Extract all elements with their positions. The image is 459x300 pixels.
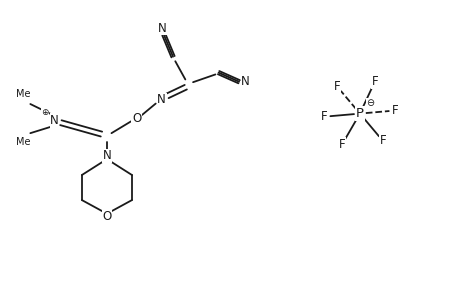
Text: ⊖: ⊖ [365,98,373,108]
Text: N: N [157,93,166,106]
Text: N: N [50,114,59,127]
Text: F: F [333,80,340,93]
Text: P: P [355,107,363,120]
Text: F: F [379,134,385,147]
Text: Me: Me [16,89,30,100]
Text: N: N [102,149,111,162]
Text: F: F [391,104,398,117]
Text: F: F [320,110,327,123]
Text: F: F [338,138,345,151]
Text: ⊕: ⊕ [41,108,49,117]
Text: O: O [132,112,141,124]
Text: O: O [102,210,112,224]
Text: N: N [241,75,249,88]
Text: Me: Me [16,137,30,147]
Text: F: F [371,75,377,88]
Text: N: N [158,22,167,34]
